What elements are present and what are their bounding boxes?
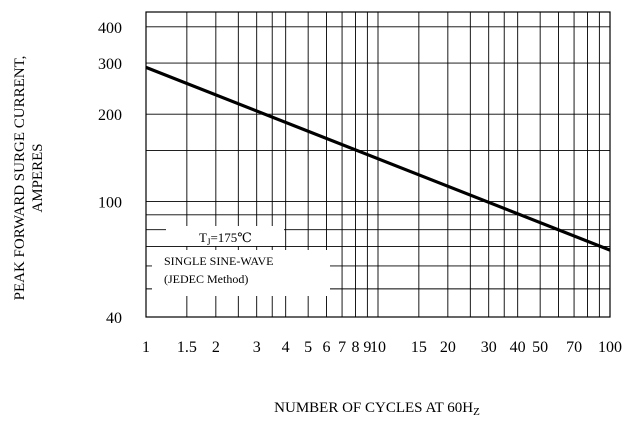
y-tick-label: 400 bbox=[98, 20, 122, 37]
method-note-line1: SINGLE SINE-WAVE bbox=[164, 254, 273, 268]
x-tick-label: 20 bbox=[440, 339, 456, 356]
x-tick-label: 100 bbox=[598, 339, 622, 356]
x-axis-title-main: NUMBER OF CYCLES AT 60H bbox=[274, 400, 473, 416]
x-tick-label: 50 bbox=[532, 339, 548, 356]
x-tick-label: 9 bbox=[363, 339, 371, 356]
x-tick-label: 40 bbox=[510, 339, 526, 356]
method-note-line2: (JEDEC Method) bbox=[164, 272, 248, 286]
x-tick-label: 8 bbox=[352, 339, 360, 356]
x-tick-label: 4 bbox=[282, 339, 290, 356]
grid bbox=[145, 11, 611, 318]
x-tick-label: 7 bbox=[338, 339, 346, 356]
series-layer bbox=[145, 65, 611, 252]
x-tick-label: 10 bbox=[370, 339, 386, 356]
y-tick-label: 40 bbox=[106, 310, 122, 327]
method-note-box bbox=[152, 250, 330, 296]
x-tick-label: 6 bbox=[323, 339, 331, 356]
x-tick-label: 1.5 bbox=[177, 339, 197, 356]
x-tick-label: 30 bbox=[481, 339, 497, 356]
y-tick-label: 200 bbox=[98, 107, 122, 124]
x-tick-label: 15 bbox=[411, 339, 427, 356]
x-tick-label: 3 bbox=[253, 339, 261, 356]
tj-note: TJ=175℃ bbox=[199, 230, 252, 247]
x-tick-label: 2 bbox=[212, 339, 220, 356]
tick-labels: 1 1.5 2 3 4 5 6 7 8 910 15 20 30 40 50 70 100 40 100 200 300… bbox=[98, 20, 622, 356]
x-tick-label: 5 bbox=[304, 339, 312, 356]
x-tick-label: 1 bbox=[142, 339, 150, 356]
y-axis-title-line1: PEAK FORWARD SURGE CURRENT, bbox=[12, 56, 28, 301]
plot-frame bbox=[145, 11, 611, 318]
tj-value: =175℃ bbox=[210, 230, 251, 245]
tj-note-box bbox=[166, 226, 284, 246]
tj-subscript: J bbox=[207, 237, 211, 247]
y-axis-title: PEAK FORWARD SURGE CURRENT, AMPERES bbox=[12, 56, 46, 301]
x-tick-label: 70 bbox=[566, 339, 582, 356]
surge-current-line bbox=[145, 65, 611, 252]
tj-letter: T bbox=[199, 230, 207, 245]
y-axis-title-line2: AMPERES bbox=[30, 143, 46, 212]
y-tick-label: 100 bbox=[98, 195, 122, 212]
y-tick-label: 300 bbox=[98, 56, 122, 73]
x-axis-title: NUMBER OF CYCLES AT 60HZ bbox=[274, 400, 480, 418]
x-axis-title-sub: Z bbox=[473, 406, 480, 418]
